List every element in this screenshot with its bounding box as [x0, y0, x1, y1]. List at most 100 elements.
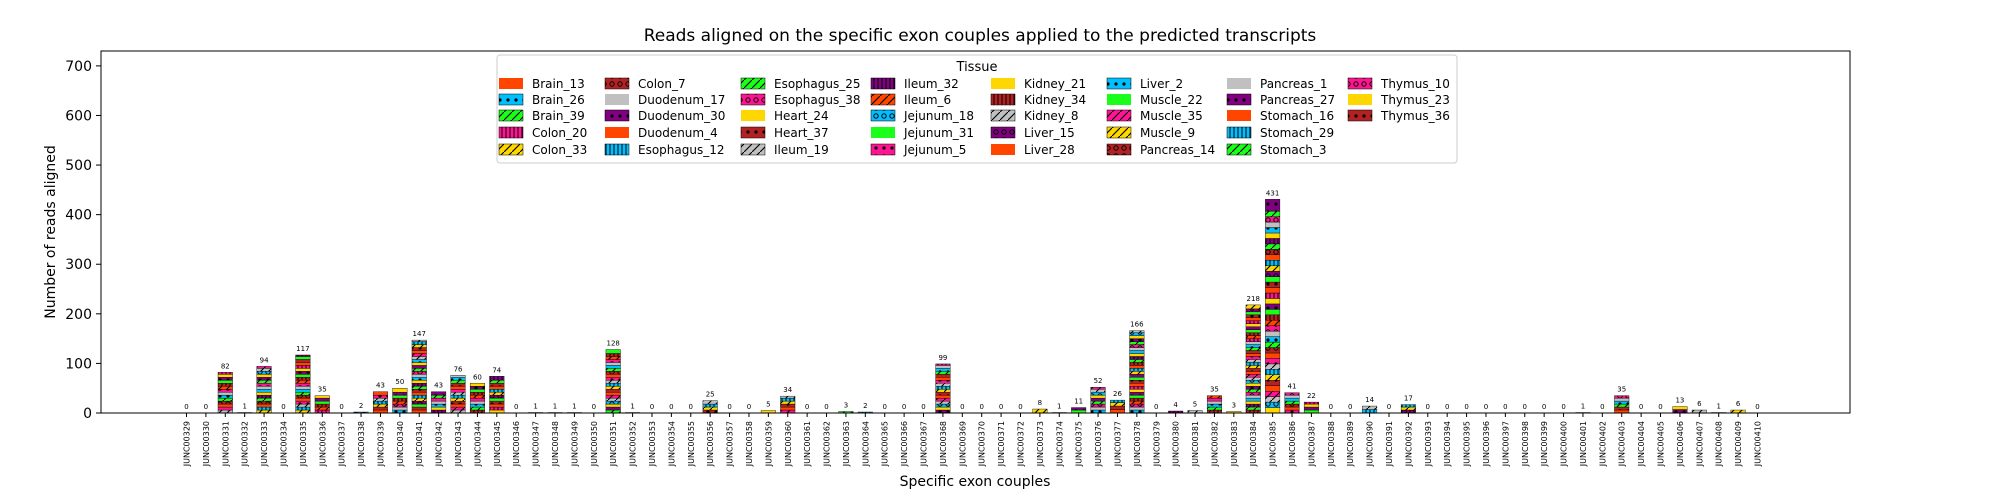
x-tick-label: JUNC00370 [978, 421, 987, 467]
data-label: 94 [260, 356, 269, 364]
bar-segment [1265, 320, 1281, 326]
bar-segment [1129, 362, 1145, 366]
bar-segment [1129, 377, 1145, 381]
bar-segment [256, 377, 272, 381]
bar-segment [411, 368, 427, 372]
data-label: 0 [281, 403, 285, 411]
bar-segment [372, 391, 388, 396]
data-label: 99 [938, 354, 947, 362]
bar-segment [1362, 405, 1378, 410]
x-tick-label: JUNC00406 [1676, 421, 1685, 467]
bar-segment [935, 389, 951, 393]
x-tick-label: JUNC00371 [997, 421, 1006, 467]
legend-label: Colon_20 [532, 126, 587, 140]
legend-swatch [871, 127, 895, 138]
data-label: 6 [1697, 400, 1702, 408]
bar-segment [1090, 394, 1106, 399]
bar-segment [372, 394, 388, 399]
legend-label: Thymus_10 [1380, 77, 1450, 91]
bar-segment [1245, 335, 1261, 339]
bar-segment [1245, 397, 1261, 402]
bar-segment [1129, 356, 1145, 360]
legend-label: Ileum_19 [774, 143, 829, 157]
legend-label: Heart_24 [774, 109, 829, 123]
legend-swatch [604, 109, 630, 122]
bar-segment [295, 356, 311, 360]
x-tick-label: JUNC00340 [396, 421, 405, 467]
bar-segment [1245, 362, 1261, 366]
bar-segment [450, 380, 466, 384]
bar-segment [1245, 391, 1261, 396]
bar-segment [1129, 359, 1145, 363]
data-label: 22 [1307, 392, 1316, 400]
bar-segment [392, 397, 408, 402]
bar-segment [411, 403, 427, 408]
data-label: 5 [766, 401, 770, 409]
x-tick-label: JUNC00368 [939, 421, 948, 467]
bar-segment [1129, 386, 1145, 390]
bar-segment [1265, 396, 1281, 403]
bar-segment [1284, 403, 1300, 408]
legend-swatch [1106, 126, 1132, 139]
bar-segment [469, 403, 485, 408]
bar-segment [1109, 399, 1125, 403]
bar-segment [372, 400, 388, 405]
bar-segment [605, 383, 621, 387]
bar-segment [1206, 397, 1222, 402]
bar-segment [1672, 406, 1688, 410]
bar-segment [489, 406, 505, 411]
data-label: 147 [413, 330, 426, 338]
bar-segment [935, 371, 951, 375]
x-tick-label: JUNC00367 [920, 421, 929, 467]
bar-segment [605, 406, 621, 411]
x-tick-label: JUNC00356 [706, 421, 715, 467]
bar-segment [1265, 227, 1281, 234]
data-label: 0 [339, 403, 343, 411]
data-label: 0 [514, 403, 518, 411]
bar-segment [605, 365, 621, 369]
bar-segment [411, 359, 427, 363]
x-tick-label: JUNC00384 [1249, 421, 1258, 467]
bar-segment [469, 400, 485, 405]
bar-segment [1129, 353, 1145, 357]
bar-segment [217, 372, 233, 375]
bar-segment [411, 377, 427, 381]
x-tick-label: JUNC00358 [745, 421, 754, 467]
bar-segment [1245, 386, 1261, 390]
bar-segment [489, 380, 505, 384]
bar-segment [450, 400, 466, 405]
data-label: 1 [553, 403, 557, 411]
bar-segment [1265, 298, 1281, 305]
y-tick-label: 700 [65, 59, 92, 75]
x-tick-label: JUNC00391 [1385, 421, 1394, 467]
bar-segment [1245, 389, 1261, 393]
bar-segment [935, 406, 951, 411]
bar-segment [1129, 350, 1145, 354]
bar-segment [217, 383, 233, 387]
bar-segment [1129, 374, 1145, 378]
bar-segment [256, 386, 272, 390]
bar-segment [1265, 254, 1281, 261]
bar-segment [295, 406, 311, 411]
bar-segment [1245, 320, 1261, 324]
data-label: 76 [454, 365, 463, 373]
legend-label: Thymus_36 [1380, 109, 1450, 123]
bar-segment [1265, 199, 1281, 212]
bar-segment [935, 380, 951, 384]
data-label: 0 [960, 403, 964, 411]
bar-segment [217, 389, 233, 393]
bar-segment [450, 386, 466, 390]
y-tick-label: 300 [65, 257, 92, 273]
bar-segment [1245, 341, 1261, 345]
bar-segment [1265, 292, 1281, 299]
legend-label: Ileum_6 [904, 93, 951, 107]
bar-segment [702, 403, 718, 408]
bar-segment [256, 374, 272, 378]
bar-segment [1090, 406, 1106, 411]
bar-segment [411, 347, 427, 351]
bar-segment [295, 362, 311, 366]
bar-segment [469, 397, 485, 402]
data-label: 0 [1755, 403, 1759, 411]
